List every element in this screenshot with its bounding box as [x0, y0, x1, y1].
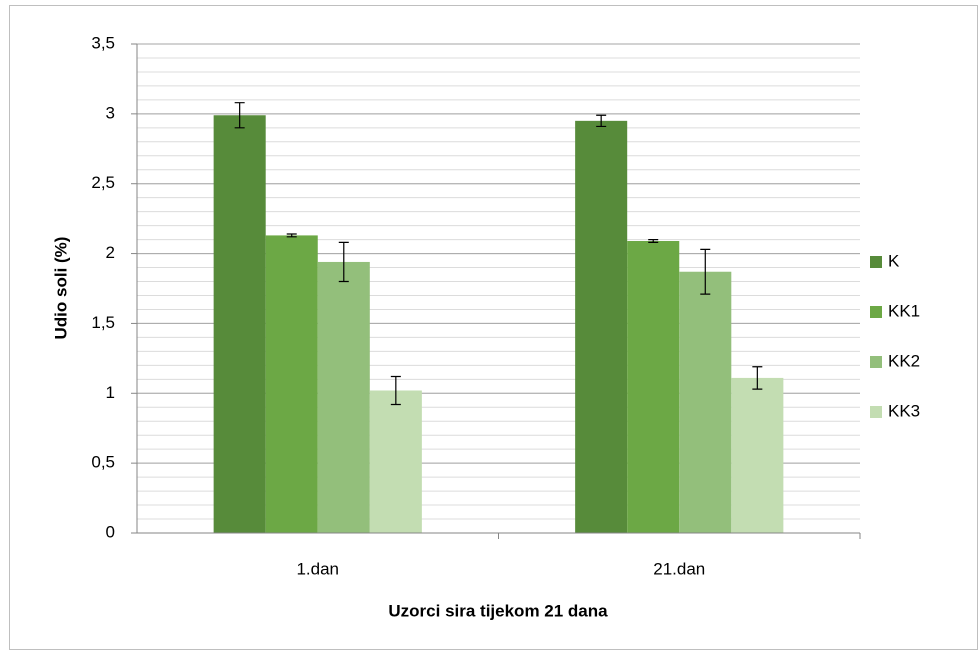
x-tick-label: 21.dan	[653, 559, 705, 578]
bar	[213, 115, 266, 534]
y-tick-label: 1	[106, 383, 115, 402]
bar	[265, 235, 318, 533]
bar	[317, 261, 370, 533]
y-tick-label: 3,5	[91, 33, 115, 52]
y-tick-label: 0	[106, 522, 115, 541]
error-bar	[648, 239, 659, 243]
y-tick-label: 0,5	[91, 453, 115, 472]
error-bar	[338, 241, 349, 283]
x-axis-title: Uzorci sira tijekom 21 dana	[388, 601, 608, 620]
y-tick-label: 1,5	[91, 313, 115, 332]
legend-label: KK1	[888, 301, 920, 320]
y-tick-label: 2,5	[91, 173, 115, 192]
legend-label: KK2	[888, 351, 920, 370]
x-tick-label: 1.dan	[296, 559, 339, 578]
legend-swatch	[870, 306, 882, 318]
legend-label: K	[888, 251, 900, 270]
chart-frame	[9, 5, 978, 650]
y-axis-title: Udio soli (%)	[51, 237, 70, 340]
error-bar	[234, 102, 245, 129]
y-tick-label: 2	[106, 243, 115, 262]
bar	[369, 390, 422, 533]
error-bar	[286, 233, 297, 238]
error-bar	[752, 366, 763, 390]
error-bar	[596, 114, 607, 128]
bar	[731, 377, 784, 533]
error-bar	[700, 248, 711, 295]
bar	[575, 120, 628, 533]
legend-label: KK3	[888, 401, 920, 420]
error-bar	[390, 375, 401, 406]
legend-swatch	[870, 406, 882, 418]
bar	[679, 271, 732, 533]
bar	[627, 240, 680, 534]
legend-swatch	[870, 356, 882, 368]
legend-swatch	[870, 256, 882, 268]
y-tick-label: 3	[106, 103, 115, 122]
